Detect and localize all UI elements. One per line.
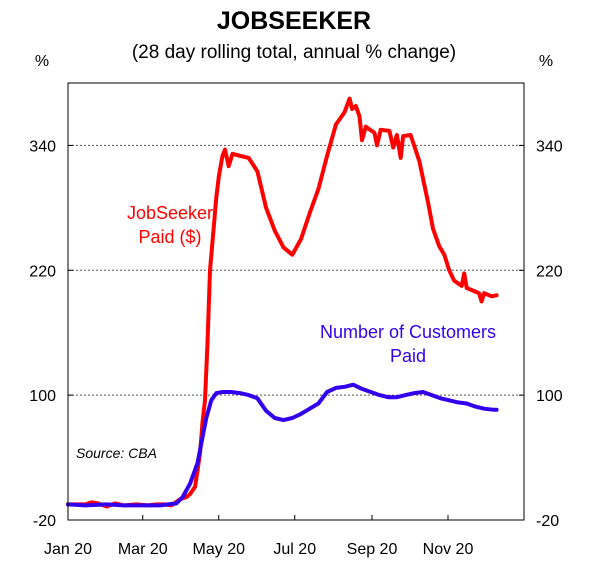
plot-frame	[67, 82, 525, 521]
y-tick-right-100: 100	[536, 388, 563, 405]
series-label-jobseeker-line2: Paid ($)	[138, 227, 201, 247]
series-label-customers-line1: Number of Customers	[320, 322, 496, 342]
y-tick-right-340: 340	[536, 138, 563, 155]
unit-right: %	[539, 53, 553, 70]
chart-title: JOBSEEKER	[217, 7, 371, 35]
series-label-customers-line2: Paid	[390, 346, 426, 366]
y-tick-left-100: 100	[29, 388, 56, 405]
y-tick-left-340: 340	[29, 138, 56, 155]
unit-left: %	[35, 53, 49, 70]
gridlines	[68, 144, 524, 396]
y-axis-right: -20 100 220 340	[536, 138, 563, 530]
x-tick-label-4: Sep 20	[347, 541, 398, 558]
series-label-jobseeker-line1: JobSeeker	[127, 203, 213, 223]
source-note: Source: CBA	[76, 445, 157, 461]
y-tick-right-220: 220	[536, 263, 563, 280]
x-tick-label-3: Jul 20	[273, 541, 316, 558]
x-tick-label-1: Mar 20	[118, 541, 168, 558]
x-tick-label-5: Nov 20	[423, 541, 474, 558]
x-tick-label-0: Jan 20	[44, 541, 92, 558]
series-line-customers-paid	[66, 382, 499, 508]
y-axis-left: -20 100 220 340	[29, 138, 56, 530]
x-axis: Jan 20 Mar 20 May 20 Jul 20 Sep 20 Nov 20	[44, 541, 473, 558]
y-tick-left-220: 220	[29, 263, 56, 280]
y-tick-left--20: -20	[33, 513, 56, 530]
x-tick-label-2: May 20	[193, 541, 246, 558]
series-lines	[66, 96, 499, 509]
chart-subtitle: (28 day rolling total, annual % change)	[132, 42, 456, 63]
y-tick-right--20: -20	[536, 513, 559, 530]
